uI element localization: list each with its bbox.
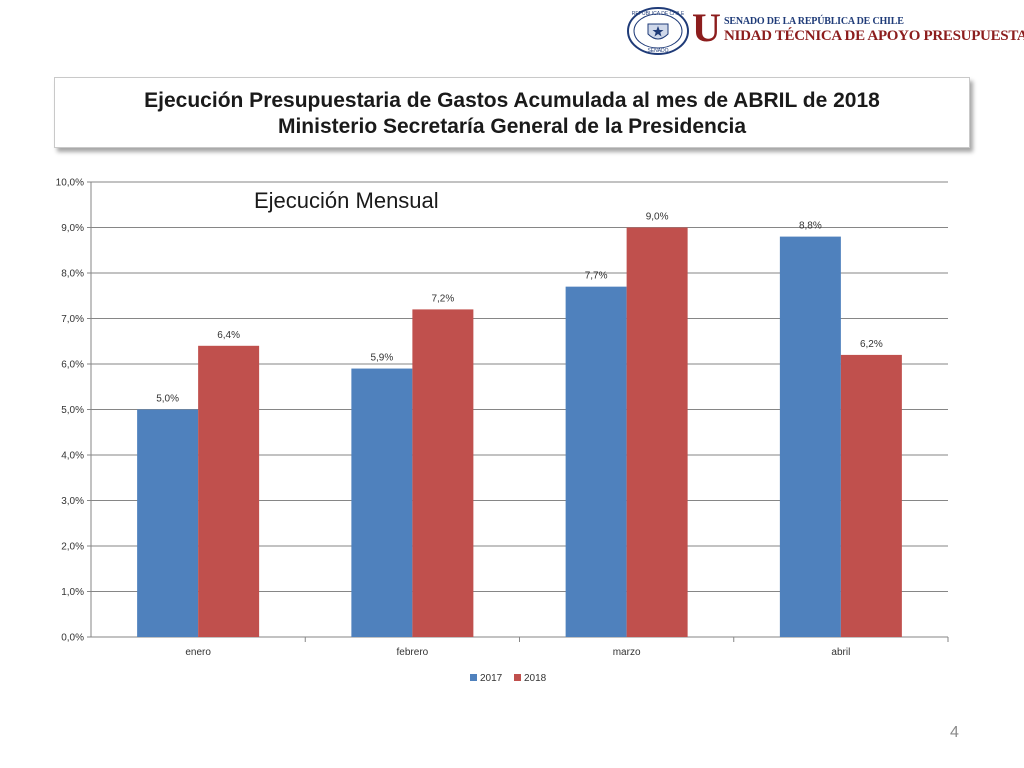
y-tick-label: 0,0% (61, 633, 84, 644)
data-label: 8,8% (799, 221, 822, 232)
bar-2017-enero (137, 409, 199, 637)
y-tick-label: 5,0% (61, 405, 84, 416)
data-label: 5,0% (156, 394, 179, 405)
page-number: 4 (950, 724, 959, 741)
bar-2017-marzo (565, 286, 627, 637)
y-tick-label: 6,0% (61, 360, 84, 371)
y-tick-label: 8,0% (61, 269, 84, 280)
legend-swatch-2018 (514, 674, 521, 681)
senado-logo: REPÚBLICA DE CHILE SENADO U SENADO DE LA… (626, 5, 1024, 56)
y-tick-label: 1,0% (61, 587, 84, 598)
chart-legend: 2017 2018 (470, 673, 547, 684)
data-label: 6,4% (217, 330, 240, 341)
bar-2017-abril (779, 236, 841, 637)
bar-2017-febrero (351, 368, 413, 637)
y-tick-label: 4,0% (61, 451, 84, 462)
senado-seal-icon: REPÚBLICA DE CHILE SENADO (627, 7, 689, 55)
slide-title: Ejecución Presupuestaria de Gastos Acumu… (144, 89, 880, 112)
chart-title: Ejecución Mensual (254, 188, 439, 213)
data-label: 7,2% (431, 293, 454, 304)
slide-subtitle: Ministerio Secretaría General de la Pres… (277, 115, 747, 138)
bar-2018-marzo (626, 227, 688, 637)
y-tick-label: 9,0% (61, 223, 84, 234)
unit-name: NIDAD TÉCNICA DE APOYO PRESUPUESTARIO (724, 28, 1024, 44)
bar-2018-enero (198, 345, 260, 637)
bar-2018-abril (840, 354, 902, 637)
data-label: 9,0% (646, 212, 669, 223)
legend-swatch-2017 (470, 674, 477, 681)
logo-letter: U (692, 5, 721, 50)
slide-title-box: Ejecución Presupuestaria de Gastos Acumu… (54, 77, 970, 148)
legend-label: 2018 (524, 673, 547, 684)
y-tick-label: 2,0% (61, 542, 84, 553)
bar-2018-febrero (412, 309, 474, 637)
chart-data-labels: 5,0% 6,4% 5,9% 7,2% 7,7% 9,0% 8,8% 6,2% (156, 212, 883, 405)
org-name: SENADO DE LA REPÚBLICA DE CHILE (724, 16, 904, 27)
y-tick-label: 10,0% (56, 178, 84, 189)
data-label: 6,2% (860, 339, 883, 350)
x-tick-label: abril (831, 647, 850, 658)
seal-text: REPÚBLICA DE CHILE (632, 10, 685, 17)
chart-bars (137, 227, 902, 637)
y-tick-label: 7,0% (61, 314, 84, 325)
x-tick-label: enero (185, 647, 211, 658)
y-tick-label: 3,0% (61, 496, 84, 507)
legend-label: 2017 (480, 673, 503, 684)
data-label: 7,7% (585, 271, 608, 282)
x-tick-label: marzo (613, 647, 641, 658)
data-label: 5,9% (370, 353, 393, 364)
x-tick-label: febrero (397, 647, 429, 658)
seal-bottom-text: SENADO (647, 48, 668, 54)
